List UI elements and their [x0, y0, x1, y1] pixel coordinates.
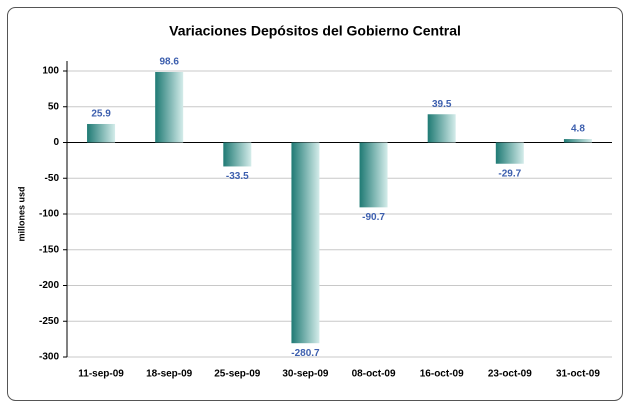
x-tick-label: 11-sep-09: [78, 369, 124, 380]
x-tick-label: 30-sep-09: [282, 369, 329, 380]
bar: [563, 139, 592, 143]
y-tick-label: 100: [42, 66, 59, 77]
value-label: -90.7: [362, 212, 385, 223]
chart-title: Variaciones Depósitos del Gobierno Centr…: [169, 23, 461, 39]
y-tick-label: -200: [39, 280, 59, 291]
bar: [291, 142, 320, 344]
value-label: -280.7: [291, 348, 320, 359]
bar: [155, 72, 184, 143]
value-label: 4.8: [571, 124, 585, 135]
value-label: -33.5: [226, 171, 249, 182]
y-tick-label: -50: [45, 173, 60, 184]
y-tick-label: -100: [39, 209, 59, 220]
y-tick-label: -250: [39, 316, 59, 327]
x-tick-label: 16-oct-09: [420, 369, 464, 380]
value-label: -29.7: [498, 168, 521, 179]
y-tick-label: -300: [39, 352, 59, 363]
value-label: 25.9: [91, 109, 111, 120]
bar: [359, 142, 388, 208]
y-tick-label: -150: [39, 244, 59, 255]
y-axis-title: millones usd: [16, 186, 26, 241]
x-tick-label: 08-oct-09: [352, 369, 396, 380]
bar: [427, 114, 456, 143]
bar: [87, 123, 116, 143]
x-tick-label: 31-oct-09: [556, 369, 600, 380]
bar: [223, 142, 252, 167]
y-tick-label: 50: [48, 101, 60, 112]
bar: [495, 142, 524, 164]
value-label: 39.5: [432, 99, 452, 110]
x-tick-label: 25-sep-09: [214, 369, 261, 380]
y-tick-label: 0: [53, 137, 59, 148]
x-tick-label: 18-sep-09: [146, 369, 193, 380]
value-label: 98.6: [159, 57, 179, 68]
x-tick-label: 23-oct-09: [488, 369, 532, 380]
